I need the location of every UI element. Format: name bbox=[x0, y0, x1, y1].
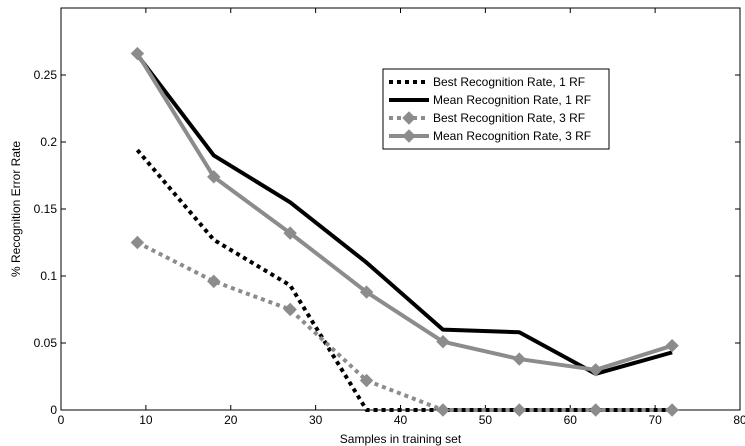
series-line bbox=[135, 148, 673, 412]
data-point-marker bbox=[283, 302, 297, 317]
x-tick-label: 80 bbox=[733, 413, 745, 427]
data-point-marker bbox=[589, 363, 603, 377]
y-tick-label: 0.1 bbox=[40, 269, 57, 283]
data-point-marker bbox=[359, 285, 374, 299]
legend: Best Recognition Rate, 1 RF Mean Recognit… bbox=[382, 68, 610, 150]
data-point-marker bbox=[207, 274, 221, 289]
legend-label: Best Recognition Rate, 3 RF bbox=[433, 111, 585, 125]
x-tick-label: 0 bbox=[58, 413, 65, 427]
y-axis-label: % Recognition Error Rate bbox=[9, 141, 23, 277]
legend-label: Best Recognition Rate, 1 RF bbox=[433, 75, 585, 89]
x-tick-label: 10 bbox=[139, 413, 153, 427]
y-tick-label: 0.15 bbox=[34, 202, 58, 216]
series-layer bbox=[130, 46, 679, 417]
series-4 bbox=[130, 46, 679, 377]
y-tick-label: 0.05 bbox=[34, 336, 58, 350]
y-tick-label: 0 bbox=[50, 403, 57, 417]
x-tick-label: 50 bbox=[479, 413, 493, 427]
data-point-marker bbox=[130, 235, 145, 250]
y-tick-label: 0.25 bbox=[34, 68, 58, 82]
legend-item: Best Recognition Rate, 1 RF bbox=[389, 75, 585, 89]
x-tick-label: 60 bbox=[564, 413, 578, 427]
data-point-marker bbox=[436, 403, 450, 417]
x-tick-label: 70 bbox=[648, 413, 662, 427]
legend-item: Mean Recognition Rate, 1 RF bbox=[389, 93, 591, 107]
x-tick-label: 40 bbox=[394, 413, 408, 427]
data-point-marker bbox=[512, 403, 527, 417]
legend-label: Mean Recognition Rate, 1 RF bbox=[433, 93, 591, 107]
axis-ticks: 0 10 20 30 40 50 60 70 80 0 0.05 0.1 0.15 0.2 0.25 bbox=[34, 8, 745, 427]
data-point-marker bbox=[207, 170, 221, 184]
series-1 bbox=[135, 148, 673, 412]
x-axis-label: Samples in training set bbox=[340, 432, 462, 446]
data-point-marker bbox=[130, 46, 145, 61]
legend-item: Mean Recognition Rate, 3 RF bbox=[389, 129, 591, 143]
legend-label: Mean Recognition Rate, 3 RF bbox=[433, 129, 591, 143]
y-tick-label: 0.2 bbox=[40, 135, 57, 149]
data-point-marker bbox=[359, 373, 374, 388]
data-point-marker bbox=[665, 338, 679, 353]
x-tick-label: 20 bbox=[224, 413, 238, 427]
x-tick-label: 30 bbox=[309, 413, 323, 427]
legend-item: Best Recognition Rate, 3 RF bbox=[389, 111, 585, 125]
series-3 bbox=[130, 235, 679, 417]
legend-marker bbox=[402, 129, 416, 143]
series-line bbox=[135, 52, 673, 372]
data-point-marker bbox=[665, 403, 679, 417]
data-point-marker bbox=[589, 403, 603, 417]
data-point-marker bbox=[512, 352, 527, 366]
series-line bbox=[136, 240, 673, 412]
data-point-marker bbox=[283, 226, 297, 240]
data-point-marker bbox=[436, 334, 450, 349]
legend-marker bbox=[402, 111, 416, 125]
